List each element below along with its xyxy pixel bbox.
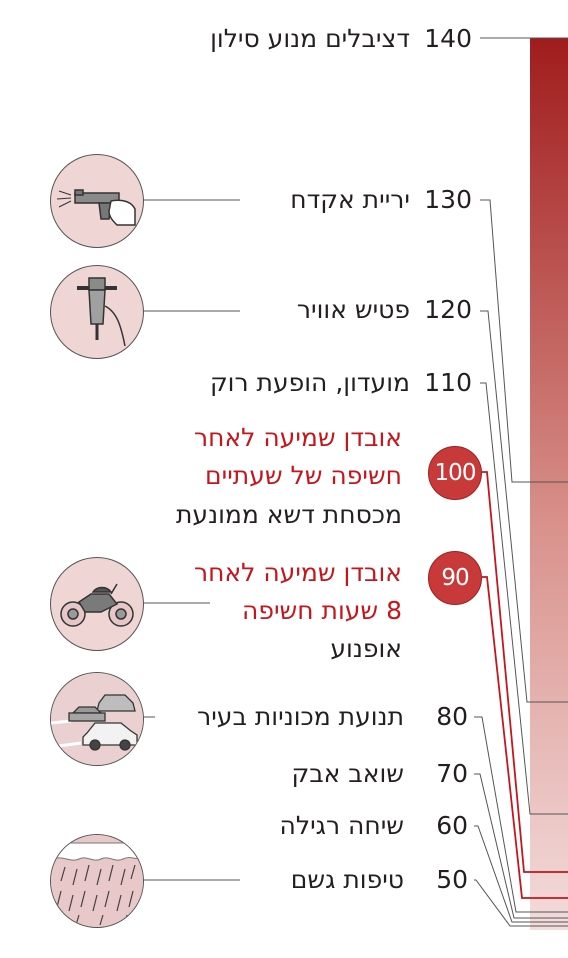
hearing-loss-badge-100: 100 bbox=[428, 446, 482, 500]
connector-130 bbox=[480, 199, 568, 483]
level-label-90: אופנוע bbox=[330, 634, 402, 663]
level-value-70: 70 bbox=[436, 759, 468, 788]
level-label-60: שיחה רגילה bbox=[279, 811, 404, 840]
connector-70 bbox=[474, 773, 568, 919]
hearing-loss-warning-90-line1: אובדן שמיעה לאחר bbox=[194, 558, 402, 587]
hearing-loss-warning-100-line1: אובדן שמיעה לאחר bbox=[194, 423, 402, 452]
level-value-110: 110 bbox=[424, 368, 472, 397]
connector-60 bbox=[474, 825, 568, 923]
hearing-loss-warning-100-line2: חשיפה של שעתיים bbox=[205, 461, 402, 490]
level-value-130: 130 bbox=[424, 185, 472, 214]
connector-50 bbox=[474, 879, 568, 927]
connector-100 bbox=[482, 471, 568, 873]
car-traffic-icon bbox=[50, 672, 144, 766]
level-label-100: מכסחת דשא ממונעת bbox=[175, 500, 402, 529]
jackhammer-icon bbox=[50, 265, 144, 359]
level-value-120: 120 bbox=[424, 295, 472, 324]
connector-120 bbox=[480, 310, 568, 703]
gun-icon bbox=[50, 154, 144, 248]
level-label-80: תנועת מכוניות בעיר bbox=[197, 702, 404, 731]
level-label-120: פטיש אוויר bbox=[296, 295, 410, 324]
level-value-60: 60 bbox=[436, 811, 468, 840]
level-value-50: 50 bbox=[436, 865, 468, 894]
hearing-loss-warning-90-line2: 8 שעות חשיפה bbox=[242, 596, 402, 625]
decibel-gradient-bar bbox=[530, 38, 568, 930]
level-label-70: שואב אבק bbox=[291, 759, 404, 788]
connector-80 bbox=[474, 716, 568, 913]
level-label-110: מועדון, הופעת רוק bbox=[209, 368, 410, 397]
level-value-80: 80 bbox=[436, 702, 468, 731]
level-label-130: יריית אקדח bbox=[290, 185, 410, 214]
connector-90 bbox=[482, 576, 568, 899]
motorcycle-icon bbox=[50, 557, 144, 651]
rain-icon bbox=[50, 834, 144, 928]
level-value-140: 140 bbox=[424, 24, 472, 53]
level-label-50: טיפות גשם bbox=[290, 865, 404, 894]
level-label-140: דציבלים מנוע סילון bbox=[210, 24, 410, 53]
connector-110 bbox=[480, 382, 568, 815]
hearing-loss-badge-90: 90 bbox=[428, 551, 482, 605]
